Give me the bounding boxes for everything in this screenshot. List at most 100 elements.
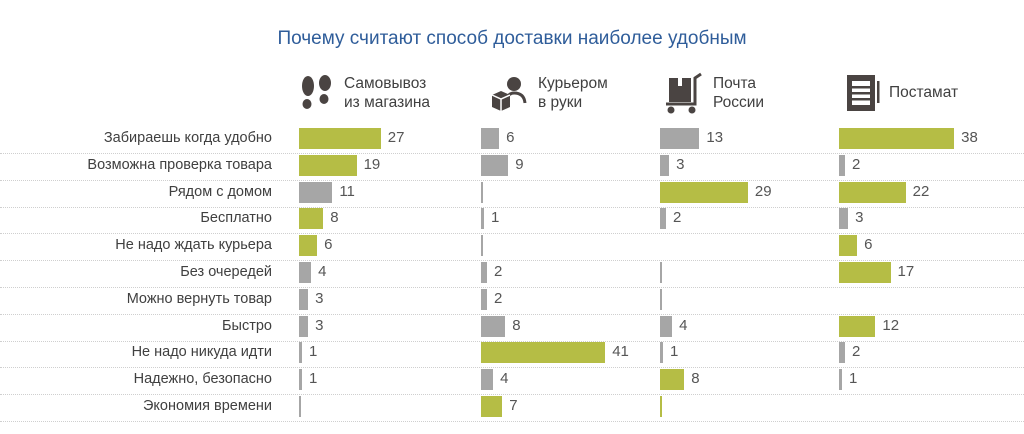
series-label-line: в руки — [538, 93, 583, 111]
bar — [660, 154, 670, 176]
category-row: Бесплатно 8 1 2 3 — [0, 206, 1024, 235]
bar — [299, 262, 312, 283]
footprints-icon — [298, 74, 336, 112]
data-label: 8 — [512, 316, 521, 334]
bar — [660, 288, 662, 310]
bar — [299, 315, 309, 337]
category-row: Рядом с домом 11 29 22 — [0, 180, 1024, 208]
series-label-line: Курьером — [538, 74, 608, 92]
bar — [481, 342, 606, 364]
bar — [481, 369, 494, 391]
bar — [839, 342, 846, 364]
bar — [299, 181, 333, 203]
bar — [839, 181, 906, 203]
series-header: Почта России — [665, 70, 764, 115]
category-label: Быстро — [222, 317, 272, 334]
bar — [660, 396, 662, 417]
bar — [839, 154, 846, 176]
series-header: Самовывоз из магазина — [298, 70, 430, 115]
category-row: Надежно, безопасно 1 4 8 1 — [0, 367, 1024, 396]
courier-icon — [490, 73, 530, 113]
data-label: 13 — [706, 129, 724, 146]
category-label: Можно вернуть товар — [126, 290, 272, 307]
series-label: Курьером в руки — [538, 74, 608, 112]
data-label: 3 — [315, 289, 324, 307]
data-label: 11 — [339, 182, 355, 200]
category-row: Забираешь когда удобно 27 6 13 38 — [0, 126, 1024, 154]
bar — [481, 154, 509, 176]
category-label: Экономия времени — [143, 398, 272, 414]
data-label: 19 — [363, 155, 381, 173]
series-label-line: Самовывоз — [344, 74, 427, 92]
category-label: Возможна проверка товара — [87, 156, 272, 173]
bar — [660, 369, 685, 391]
data-label: 1 — [491, 209, 500, 227]
category-label: Бесплатно — [200, 210, 272, 227]
bar — [660, 208, 667, 230]
bar — [481, 315, 506, 337]
category-label: Забираешь когда удобно — [103, 130, 272, 146]
bar — [299, 128, 381, 149]
data-label: 1 — [309, 343, 318, 361]
data-label: 12 — [882, 316, 900, 334]
data-label: 3 — [315, 316, 324, 334]
data-label: 4 — [500, 370, 509, 388]
data-label: 8 — [330, 209, 339, 227]
series-header: Постамат — [843, 70, 958, 115]
data-label: 27 — [387, 129, 405, 146]
bar — [839, 262, 891, 283]
bar — [299, 235, 318, 257]
data-label: 2 — [852, 155, 861, 173]
series-label: Самовывоз из магазина — [344, 74, 430, 112]
bar — [481, 208, 485, 230]
category-label: Надежно, безопасно — [133, 371, 272, 388]
data-label: 41 — [612, 343, 629, 361]
chart-title: Почему считают способ доставки наиболее … — [277, 28, 747, 49]
category-row: Экономия времени 7 — [0, 394, 1024, 422]
bar — [299, 288, 309, 310]
category-row: Не надо ждать курьера 6 6 — [0, 233, 1024, 262]
category-label: Без очередей — [180, 264, 272, 280]
data-label: 3 — [855, 209, 864, 227]
series-label: Постамат — [889, 83, 958, 102]
data-label: 6 — [864, 236, 873, 254]
data-label: 22 — [912, 182, 930, 200]
data-label: 2 — [494, 263, 503, 280]
data-label: 1 — [670, 343, 679, 361]
bar — [660, 262, 662, 283]
bar — [839, 369, 843, 391]
data-label: 2 — [852, 343, 861, 361]
data-label: 38 — [961, 129, 978, 146]
data-label: 6 — [506, 129, 515, 146]
bar — [660, 342, 664, 364]
series-label-line: из магазина — [344, 93, 431, 111]
series-label: Почта России — [713, 74, 764, 112]
postal-cart-icon — [665, 72, 705, 114]
category-row: Быстро 3 8 4 12 — [0, 314, 1024, 342]
bar — [299, 342, 303, 364]
data-label: 9 — [515, 155, 524, 173]
data-label: 3 — [676, 155, 685, 173]
bar — [481, 262, 488, 283]
bar — [660, 128, 700, 149]
category-label: Не надо ждать курьера — [115, 237, 272, 254]
bar — [481, 288, 488, 310]
category-label: Не надо никуда идти — [131, 344, 272, 361]
data-label: 1 — [849, 370, 858, 388]
category-row: Не надо никуда идти 1 41 1 2 — [0, 340, 1024, 369]
data-label: 6 — [324, 236, 333, 254]
bar — [299, 154, 357, 176]
data-label: 1 — [309, 370, 318, 388]
data-label: 8 — [691, 370, 700, 388]
data-label: 2 — [494, 289, 503, 307]
data-label: 4 — [679, 316, 688, 334]
category-row: Возможна проверка товара 19 9 3 2 — [0, 153, 1024, 181]
bar — [660, 181, 748, 203]
bar — [299, 369, 303, 391]
bar — [839, 235, 858, 257]
bar — [481, 235, 483, 257]
data-label: 17 — [897, 263, 915, 280]
data-label: 7 — [509, 397, 518, 414]
category-row: Без очередей 4 2 17 — [0, 260, 1024, 288]
